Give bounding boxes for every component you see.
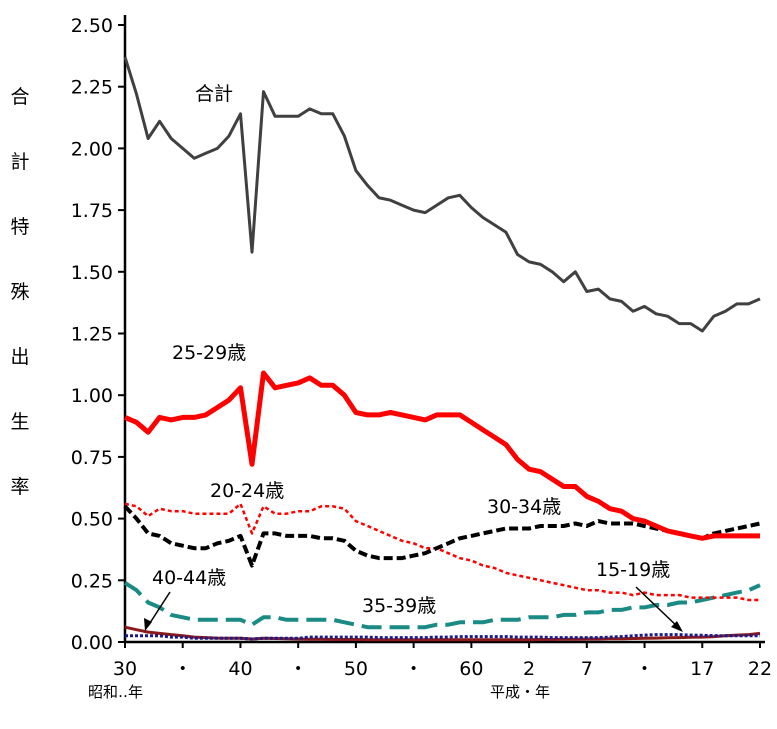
arrow-40-44 [147, 591, 171, 627]
series-line-4 [123, 581, 761, 630]
x-tick-label: ・ [173, 658, 192, 680]
x-tick-label: 30 [113, 658, 137, 680]
y-tick-label: 1.25 [71, 324, 113, 346]
series-label-25-29: 25-29歳 [172, 342, 246, 364]
x-tick-label: 2 [523, 658, 535, 680]
series-line-2 [124, 502, 760, 602]
arrow-head-15-19 [671, 621, 683, 632]
y-tick-label: 2.25 [71, 77, 113, 99]
series-line-0 [123, 56, 761, 333]
y-label-char: 生 [10, 411, 29, 433]
series-line-1 [124, 370, 760, 541]
series-label-40-44: 40-44歳 [152, 567, 226, 589]
series-label-35-39: 35-39歳 [362, 595, 436, 617]
x-tick-label: 50 [344, 658, 368, 680]
x-tick-label: ・ [635, 658, 654, 680]
series-label-20-24: 20-24歳 [210, 480, 284, 502]
era-label-heisei: 平成・年 [490, 683, 550, 701]
y-tick-label: 0.00 [71, 632, 113, 654]
x-tick-label: 17 [690, 658, 714, 680]
x-tick-label: ・ [404, 658, 423, 680]
x-tick-label: 7 [581, 658, 593, 680]
y-tick-label: 0.25 [71, 570, 113, 592]
y-tick-label: 1.00 [71, 385, 113, 407]
y-label-char: 合 [10, 86, 29, 108]
y-label-char: 率 [10, 476, 29, 498]
x-axis: 30 ・ 40 ・ 50 ・ 60 2 7 ・ 17 22 [113, 640, 772, 680]
x-tick-label: ・ [289, 658, 308, 680]
y-label-char: 殊 [10, 281, 29, 303]
series-label-15-19: 15-19歳 [596, 559, 670, 581]
x-tick-label: 60 [459, 658, 483, 680]
y-tick-label: 0.75 [71, 447, 113, 469]
y-label-char: 出 [10, 346, 29, 368]
x-tick-label: 40 [228, 658, 252, 680]
series-line-5 [125, 633, 760, 641]
series-label-total: 合計 [195, 83, 233, 105]
y-tick-label: 1.50 [71, 262, 113, 284]
arrow-15-19 [635, 586, 681, 630]
series-layer [123, 56, 761, 642]
y-label-char: 特 [10, 216, 29, 238]
series-line-3 [123, 504, 761, 568]
y-tick-label: 0.50 [71, 509, 113, 531]
y-tick-label: 2.50 [71, 15, 113, 37]
y-label-char: 計 [10, 151, 29, 173]
y-tick-label: 1.75 [71, 200, 113, 222]
arrow-head-40-44 [144, 618, 152, 631]
y-tick-label: 2.00 [71, 138, 113, 160]
y-axis: 0.00 0.25 0.50 0.75 1.00 1.25 1.50 1.75 2.00 2.25… [71, 15, 127, 654]
series-label-30-34: 30-34歳 [487, 496, 561, 518]
x-tick-label: 22 [748, 658, 772, 680]
era-label-showa: 昭和‥年 [88, 683, 143, 701]
